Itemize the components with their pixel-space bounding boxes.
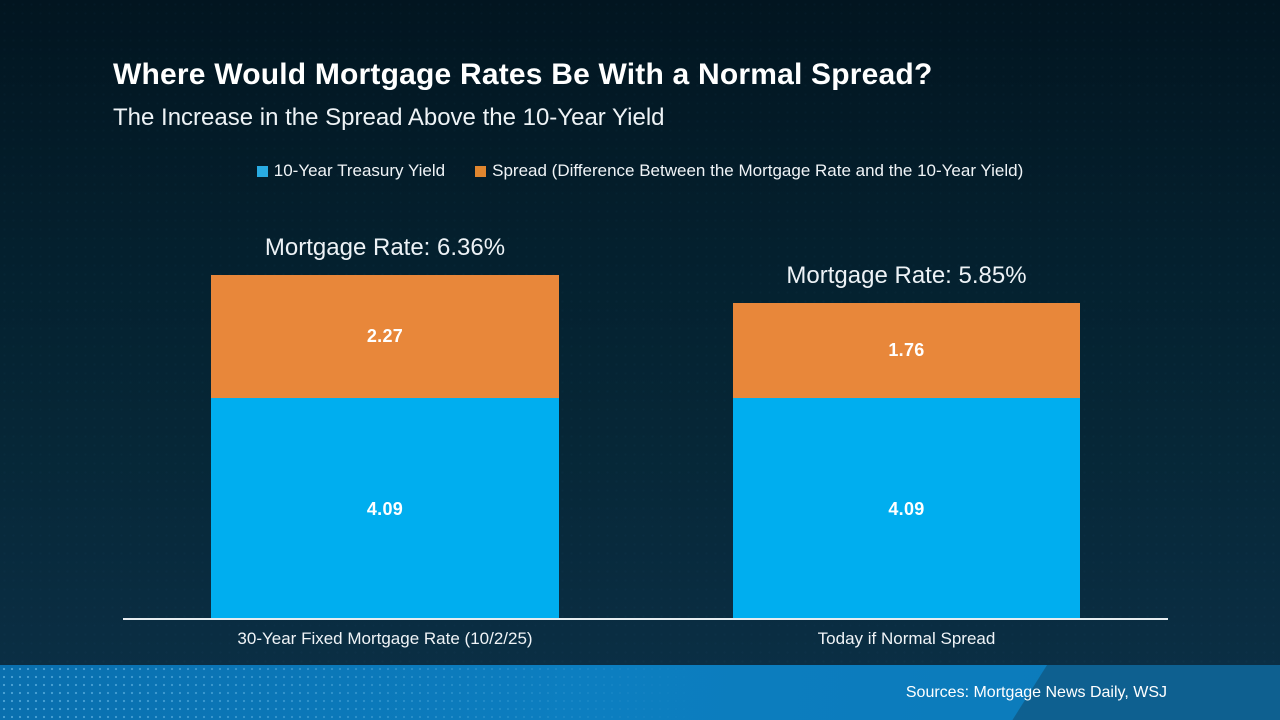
mortgage-rate-annotation-current: Mortgage Rate: 6.36% [264,234,506,262]
treasury-value-normal: 4.09 [888,498,925,519]
x-axis-line [123,618,1168,620]
treasury-segment-current: 4.09 [211,398,559,620]
bar-group-normal-spread: Mortgage Rate: 5.85% 1.76 4.09 [733,262,1080,620]
x-axis-label-current: 30-Year Fixed Mortgage Rate (10/2/25) [237,629,533,648]
treasury-swatch-icon [256,165,268,177]
footer-band [0,665,1280,720]
legend-label-treasury: 10-Year Treasury Yield [273,161,446,180]
bar-group-current-rate: Mortgage Rate: 6.36% 2.27 4.09 [211,234,559,620]
legend: 10-Year Treasury Yield Spread (Differenc… [0,161,1280,181]
spread-segment-normal: 1.76 [733,302,1080,399]
chart-title: Where Would Mortgage Rates Be With a Nor… [113,58,933,91]
sources-text: Sources: Mortgage News Daily, WSJ [905,684,1167,701]
x-axis-label-normal: Today if Normal Spread [817,629,996,648]
legend-item-treasury: 10-Year Treasury Yield [256,161,446,181]
spread-segment-current: 2.27 [211,275,559,399]
footer-dots-texture [0,665,704,720]
legend-label-spread: Spread (Difference Between the Mortgage … [492,161,1024,180]
chart-subtitle: The Increase in the Spread Above the 10-… [113,104,665,131]
spread-swatch-icon [475,165,487,177]
spread-value-normal: 1.76 [888,339,925,360]
treasury-value-current: 4.09 [366,498,404,519]
legend-item-spread: Spread (Difference Between the Mortgage … [475,161,1023,181]
footer-diagonal-shape [1012,665,1280,720]
spread-value-current: 2.27 [366,326,404,347]
treasury-segment-normal: 4.09 [733,398,1080,620]
mortgage-rate-annotation-normal: Mortgage Rate: 5.85% [786,261,1027,289]
